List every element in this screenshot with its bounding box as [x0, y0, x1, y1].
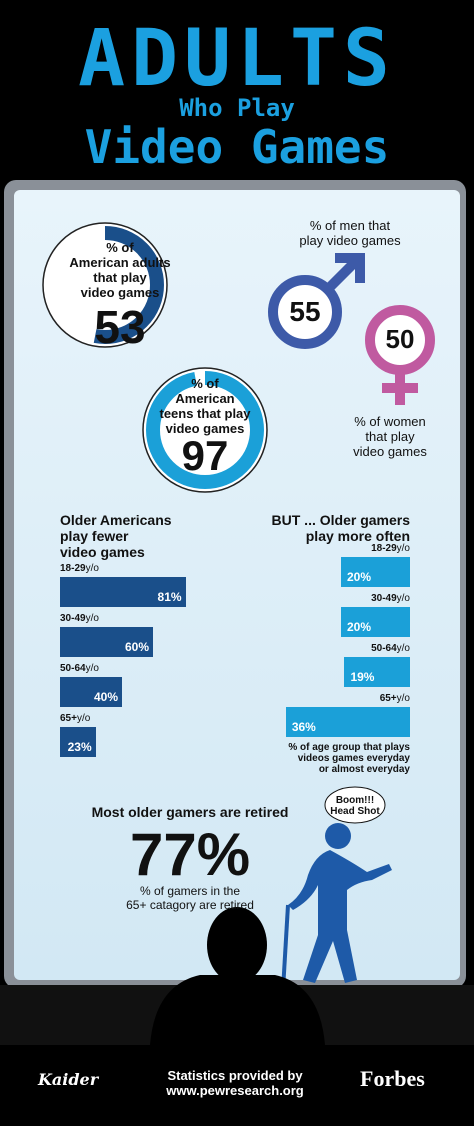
bar: 40% [60, 677, 122, 707]
value-label: 19% [350, 670, 375, 684]
title2: Video Games [84, 120, 390, 174]
logo: Kaider [38, 1070, 99, 1089]
age: 65+ [60, 713, 77, 724]
subtitle: Who Play [179, 94, 295, 122]
age-label: 18-29y/o [371, 543, 410, 554]
bar: 81% [60, 577, 186, 607]
age-label: 50-64y/o [371, 643, 410, 654]
age-label: 65+y/o [380, 693, 410, 704]
value-label: 40% [93, 690, 118, 704]
bar: 60% [60, 627, 153, 657]
unit: y/o [396, 693, 410, 704]
male-symbol [268, 275, 342, 349]
age-label: 18-29y/o [60, 563, 99, 574]
teens-value: 97 [181, 432, 229, 479]
old-gamer [288, 850, 392, 983]
ring-arc [46, 226, 164, 344]
age: 50-64 [60, 663, 86, 674]
credit: Statistics provided by www.pewresearch.o… [166, 1068, 304, 1098]
retired-label: % of gamers in the 65+ catagory are reti… [126, 884, 254, 912]
women-label: % of women that play video games [353, 414, 427, 459]
often-title: BUT ... Older gamers play more often [271, 512, 410, 544]
age: 30-49 [60, 613, 86, 624]
value-label: 36% [291, 720, 316, 734]
age: 30-49 [371, 593, 397, 604]
bar: 23% [60, 727, 96, 757]
unit: y/o [85, 663, 99, 674]
adults-label: % of American adults that play video gam… [69, 240, 171, 300]
brand: Forbes [360, 1066, 425, 1091]
viewer-head [207, 907, 267, 983]
age-label: 50-64y/o [60, 663, 99, 674]
retired-title: Most older gamers are retired [91, 804, 289, 820]
cane [281, 904, 290, 991]
age-label: 30-49y/o [371, 593, 410, 604]
teens-label: % of American teens that play video game… [159, 376, 251, 436]
viewer-body [150, 975, 325, 1045]
ring-bg [142, 367, 268, 493]
value-label: 20% [347, 570, 372, 584]
fewer-title: Older Americans play fewer video games [60, 512, 172, 560]
age: 18-29 [60, 563, 86, 574]
value-label: 20% [347, 620, 372, 634]
bubble-text: Boom!!! Head Shot [330, 795, 380, 817]
women-value: 50 [385, 324, 415, 354]
age: 50-64 [371, 643, 397, 654]
age-label: 30-49y/o [60, 613, 99, 624]
female-cross [382, 370, 418, 405]
age-label: 65+y/o [60, 713, 90, 724]
bar: 36% [285, 707, 410, 737]
often-note: % of age group that plays videos games e… [288, 742, 410, 775]
male-arrow [324, 253, 365, 293]
men-value: 55 [289, 296, 321, 327]
bar: 19% [344, 657, 410, 687]
unit: y/o [396, 543, 410, 554]
speech-bubble [324, 786, 386, 824]
bar: 20% [341, 557, 410, 587]
retired-value: 77% [129, 821, 251, 888]
unit: y/o [85, 563, 99, 574]
age: 18-29 [371, 543, 397, 554]
ring-arc [146, 371, 264, 489]
old-gamer-head [325, 823, 351, 849]
value-label: 60% [124, 640, 149, 654]
men-label: % of men that play video games [299, 218, 401, 248]
unit: y/o [396, 643, 410, 654]
unit: y/o [396, 593, 410, 604]
value-label: 23% [67, 740, 92, 754]
ring-bg [42, 222, 168, 348]
unit: y/o [76, 713, 91, 724]
value-label: 81% [157, 590, 182, 604]
adults-value: 53 [94, 301, 146, 353]
unit: y/o [85, 613, 99, 624]
title: ADULTS [78, 14, 396, 104]
bar: 20% [341, 607, 410, 637]
age: 65+ [379, 693, 397, 704]
